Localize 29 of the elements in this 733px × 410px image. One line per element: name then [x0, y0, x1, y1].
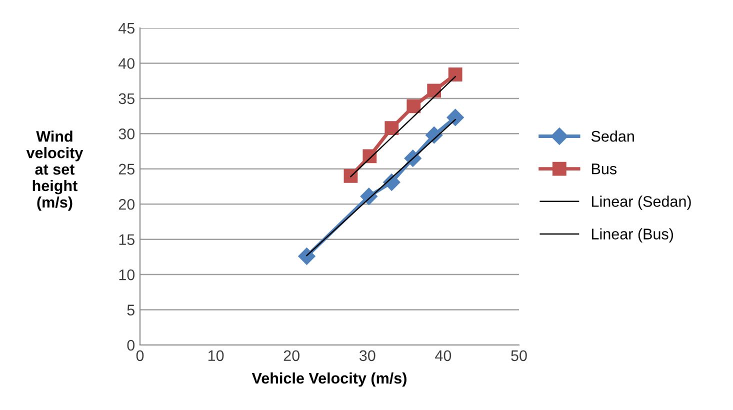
- point: [344, 168, 358, 183]
- x-tick-label: 50: [511, 350, 527, 362]
- y-axis-title: Wind velocity at set height (m/s): [26, 130, 84, 211]
- x-axis-title: Vehicle Velocity (m/s): [252, 372, 406, 387]
- y-tick-label: 35: [118, 93, 134, 104]
- y-tick-label: 0: [127, 340, 135, 351]
- x-tick-label: 20: [284, 350, 300, 362]
- legend-label: Sedan: [591, 130, 634, 142]
- point: [384, 121, 399, 135]
- point: [298, 248, 316, 265]
- legend-label: Bus: [592, 164, 617, 174]
- y-tick-label: 25: [118, 164, 134, 175]
- point: [448, 68, 462, 82]
- x-tick-label: 40: [435, 350, 452, 362]
- point: [446, 108, 464, 126]
- x-tick-label: 10: [208, 350, 224, 362]
- point: [406, 99, 421, 114]
- x-tick-label: 30: [359, 350, 376, 362]
- y-tick-label: 30: [118, 128, 135, 140]
- y-tick-label: 10: [119, 269, 135, 280]
- legend-label: Linear (Bus): [592, 228, 674, 242]
- y-tick-label: 20: [118, 198, 135, 210]
- x-tick-label: 0: [136, 350, 144, 362]
- point: [427, 84, 442, 98]
- y-tick-label: 15: [119, 234, 134, 246]
- y-tick-label: 40: [118, 58, 135, 69]
- y-tick-label: 45: [118, 23, 134, 34]
- legend-label: Linear (Sedan): [592, 196, 691, 210]
- y-tick-label: 5: [127, 304, 134, 316]
